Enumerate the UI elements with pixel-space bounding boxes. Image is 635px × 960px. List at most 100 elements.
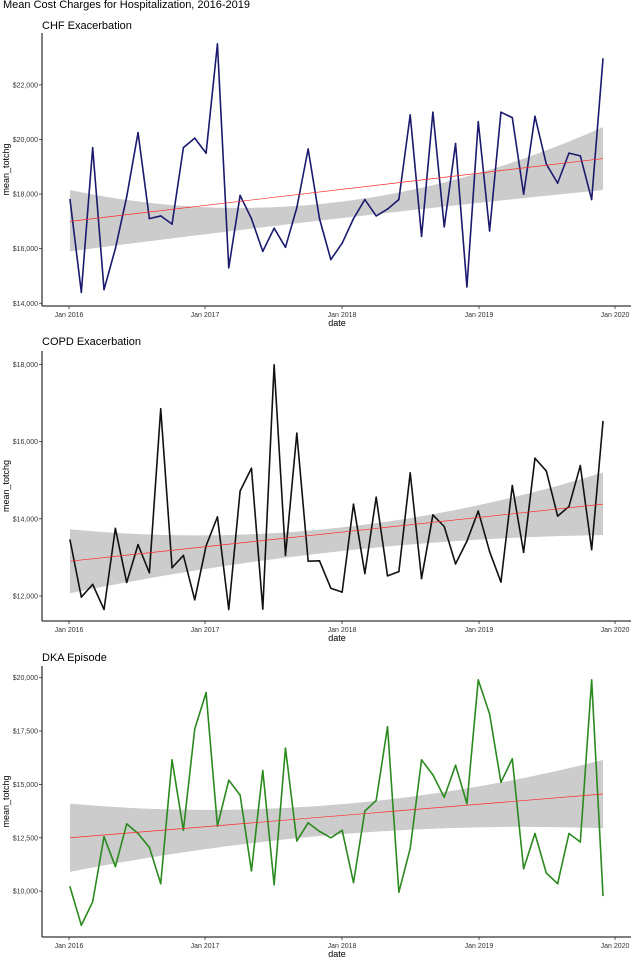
dka-data-point [443,796,446,799]
copd-data-point [602,420,604,423]
chf-y-tick-label: $14,000 [13,301,38,308]
dka-data-point [398,891,400,893]
chf-chart: CHF Exacerbation $14,000 $16,000 $18,000 $20… [1,20,631,328]
chf-data-point [386,208,389,210]
chf-data-point [556,182,559,184]
dka-data-point [148,846,151,849]
dka-data-point [80,924,83,927]
dka-x-tick-label: Jan 2018 [328,943,357,950]
dka-y-tick-label: $20,000 [13,675,38,682]
copd-data-point [409,472,412,474]
copd-data-point [250,467,253,470]
chf-data-point [216,43,219,45]
chf-data-point [341,242,343,245]
chf-data-point [250,217,253,220]
dka-data-point [307,822,309,824]
copd-panel-title: COPD Exacerbation [42,336,141,348]
chf-data-point [477,120,480,123]
chf-data-point [488,230,491,232]
chf-data-point [148,217,151,220]
dka-data-point [284,747,287,749]
chf-x-tick-label: Jan 2018 [328,312,357,319]
chf-trend-line [69,158,604,222]
copd-data-point [216,516,219,518]
dka-data-point [91,900,94,903]
copd-data-point [182,554,185,557]
copd-data-point [171,566,173,569]
copd-data-point [80,596,83,598]
copd-data-point [466,540,468,542]
copd-data-point [91,583,94,586]
chf-x-tick-label: Jan 2017 [191,312,220,319]
dka-y-axis-label: mean_totchg [1,775,11,827]
copd-data-point [443,525,446,528]
dka-data-point [466,802,468,805]
chf-data-point [182,146,185,149]
dka-data-point [205,691,207,694]
dka-data-point [159,882,162,885]
chf-data-point [227,266,230,269]
copd-data-point [556,515,559,517]
chf-data-point [318,217,321,220]
copd-data-point [239,490,241,492]
chf-x-tick-label: Jan 2019 [465,312,494,319]
chf-x-tick-label: Jan 2016 [55,312,84,319]
dka-data-point [375,799,377,802]
dka-data-point [420,759,423,761]
chf-data-point [114,247,117,250]
chf-data-point [91,146,94,149]
dka-x-axis-label: date [328,949,346,959]
dka-data-point [579,841,582,843]
chf-panel: CHF Exacerbation $14,000 $16,000 $18,000 $20… [0,14,635,332]
dka-data-point [261,769,264,772]
copd-data-point [103,608,105,611]
dka-data-point [409,847,412,850]
dka-data-point [239,794,241,796]
dka-data-point [432,774,434,776]
dka-x-tick-label: Jan 2020 [601,943,630,950]
copd-data-point [534,457,536,460]
dka-data-point [114,865,117,868]
chf-x-tick-label: Jan 2020 [601,312,630,319]
copd-data-point [432,514,434,516]
copd-data-point [341,591,343,593]
dka-y-tick-label: $12,500 [13,835,38,842]
chf-data-point [590,198,593,201]
chf-data-point [103,288,105,291]
dka-data-point [103,835,105,838]
chf-data-point [205,152,207,154]
chf-series-line [69,43,604,294]
copd-data-point [159,408,162,410]
chf-data-point [375,215,377,217]
chf-confidence-band [70,127,603,252]
dka-data-point [545,872,548,874]
copd-y-tick-label: $18,000 [13,362,38,369]
copd-data-point [511,484,514,487]
chf-data-point [307,148,309,150]
dka-data-point [125,823,128,825]
chf-data-point [352,217,355,220]
copd-data-point [454,563,457,565]
copd-data-point [545,470,548,472]
copd-data-point [352,503,355,505]
chf-data-point [432,111,434,113]
dka-x-tick-label: Jan 2016 [55,943,84,950]
chf-data-point [284,246,287,249]
copd-data-point [261,608,264,610]
copd-x-tick-label: Jan 2019 [465,627,494,634]
chf-data-point [522,193,525,195]
chf-data-point [398,198,400,201]
dka-data-point [182,829,185,832]
copd-data-point [296,432,298,434]
chf-data-point [239,194,241,197]
dka-data-point [318,830,321,833]
dka-y-tick-label: $17,500 [13,729,38,736]
copd-y-tick-label: $14,000 [13,516,38,523]
dka-data-point [454,764,457,767]
dka-data-point [534,832,536,835]
chf-y-tick-label: $18,000 [13,192,38,199]
chf-data-point [534,115,536,118]
chf-data-point [137,131,139,134]
copd-data-point [205,544,207,547]
chf-data-point [364,198,366,201]
